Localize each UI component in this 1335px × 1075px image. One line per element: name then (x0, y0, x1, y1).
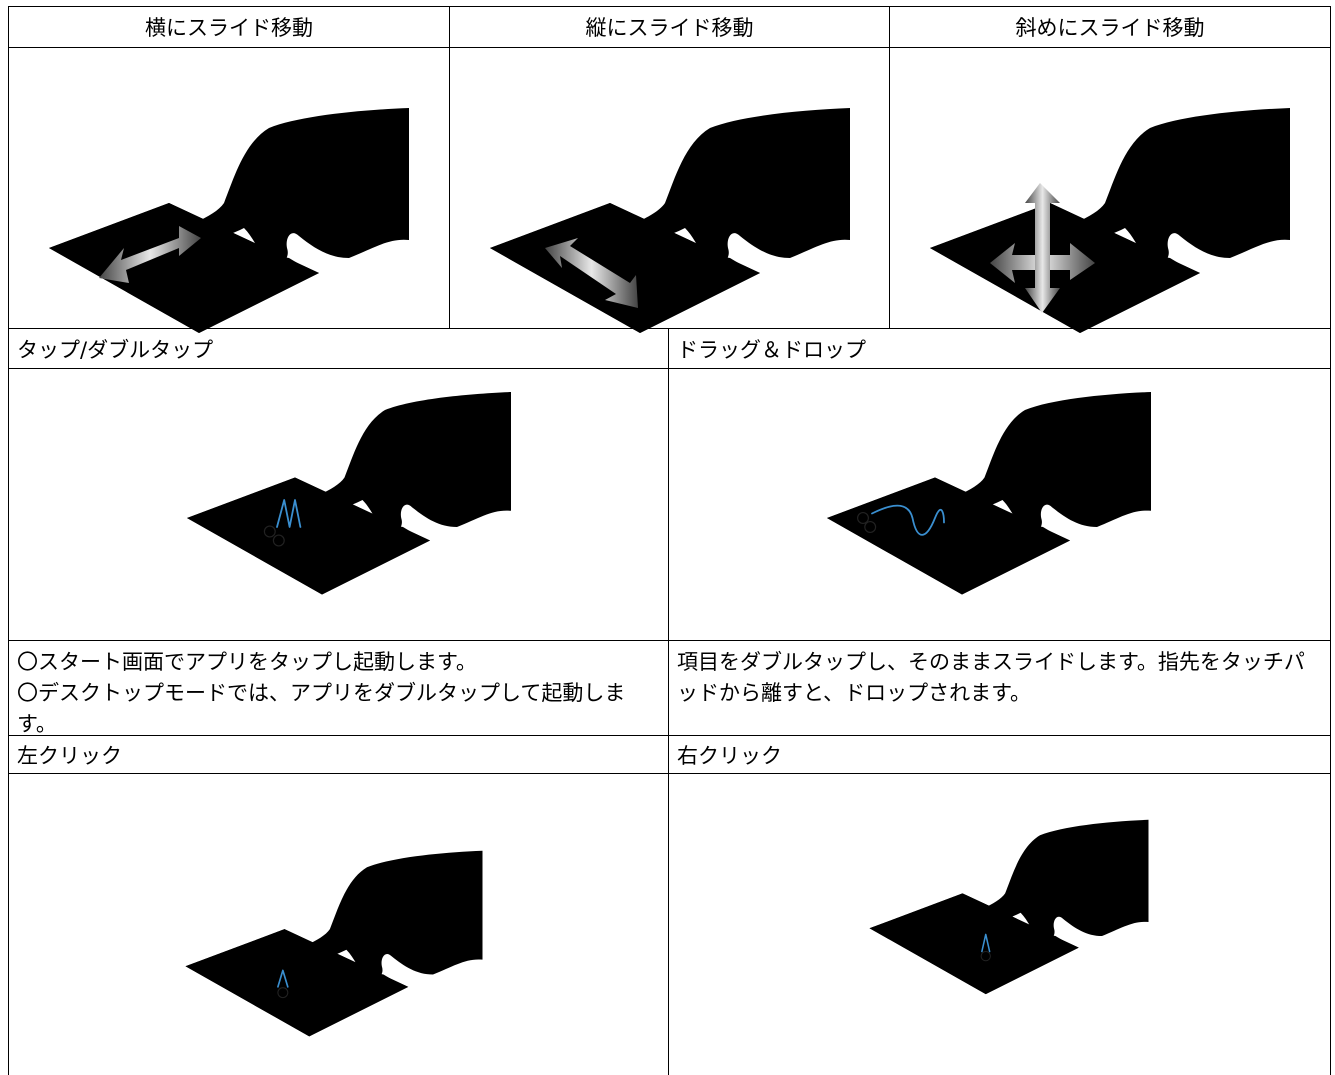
header-cell: 縦にスライド移動 (449, 6, 889, 47)
image-cell (668, 368, 1331, 640)
description-cell: 項目をダブルタップし、そのままスライドします。指先をタッチパッドから離すと、ドロ… (668, 640, 1331, 735)
illustration-part (277, 987, 289, 999)
illustration-part (981, 933, 991, 953)
illustration-part (278, 851, 482, 980)
illustration-part (162, 108, 409, 265)
image-cell (8, 368, 668, 640)
illustration-part (545, 238, 638, 308)
header-cell: タップ/ダブルタップ (8, 328, 668, 368)
illustration-part (1043, 108, 1290, 265)
illustration (169, 374, 529, 608)
header-cell: 左クリック (8, 735, 668, 773)
illustration-part (603, 108, 850, 265)
header-cell: 横にスライド移動 (8, 6, 449, 47)
illustration (854, 804, 1164, 1006)
illustration (910, 88, 1310, 348)
illustration (29, 88, 429, 348)
header-cell: 斜めにスライド移動 (889, 6, 1331, 47)
illustration-part (276, 499, 302, 528)
description: 項目をダブルタップし、そのままスライドします。指先をタッチパッドから離すと、ドロ… (677, 650, 1305, 705)
illustration-part (864, 521, 877, 533)
header-cell: ドラッグ＆ドロップ (668, 328, 1331, 368)
image-cell (8, 773, 668, 1075)
illustration-part (263, 525, 276, 538)
illustration-part (272, 534, 285, 547)
illustration-part (99, 226, 201, 283)
illustration-part (277, 969, 289, 988)
description-cell: 〇スタート画面でアプリをタップし起動します。 〇デスクトップモードでは、アプリを… (8, 640, 668, 736)
image-cell (8, 47, 449, 328)
image-cell (449, 47, 889, 328)
illustration (809, 374, 1169, 608)
description: 〇スタート画面でアプリをタップし起動します。 (17, 650, 477, 674)
illustration-part (871, 504, 945, 536)
image-cell (668, 773, 1331, 1075)
description: 〇デスクトップモードでは、アプリをダブルタップして起動します。 (17, 681, 626, 736)
illustration-part (928, 392, 1151, 533)
illustration-part (857, 512, 869, 524)
illustration-part (1025, 183, 1060, 313)
image-cell (889, 47, 1331, 328)
illustration-part (980, 950, 991, 962)
illustration-part (957, 820, 1149, 941)
illustration-part (288, 392, 511, 533)
header-cell: 右クリック (668, 735, 1331, 773)
illustration (169, 834, 499, 1049)
illustration (470, 88, 870, 348)
